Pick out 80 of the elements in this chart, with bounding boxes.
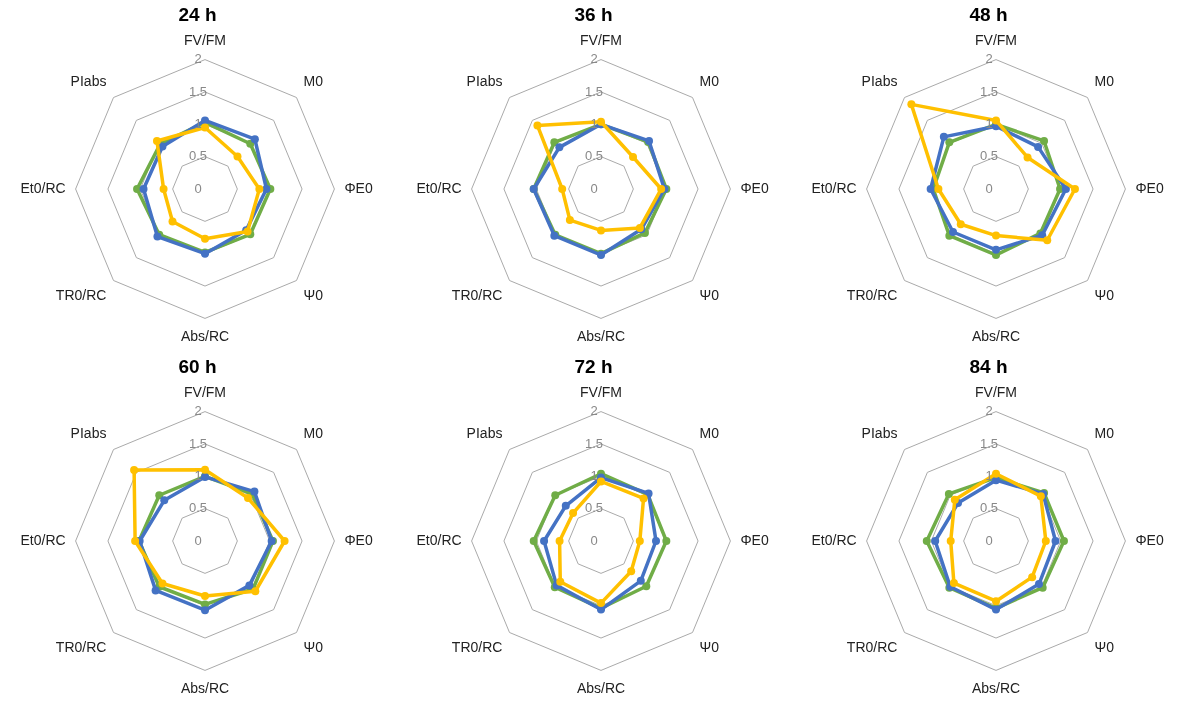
y-tick-label: 1 <box>589 115 598 131</box>
spoke-label: M0 <box>1094 72 1115 89</box>
spoke-label: Ψ0 <box>699 638 719 655</box>
spoke-label: ΦE0 <box>739 531 769 548</box>
spoke-label: Abs/RC <box>576 327 625 344</box>
spoke-label: FV/FM <box>579 384 622 401</box>
spoke-label: ΦE0 <box>1135 531 1164 548</box>
spoke-label: Ψ0 <box>303 638 324 655</box>
spoke-label: FV/FM <box>184 32 227 49</box>
spoke-label: PIabs <box>861 72 898 89</box>
spoke-label: PIabs <box>70 72 107 89</box>
y-tick-label: 1.5 <box>979 435 998 451</box>
spoke-label: M0 <box>699 72 719 89</box>
y-tick-label: 0.5 <box>584 148 603 164</box>
y-tick-label: 2 <box>589 403 598 419</box>
y-tick-label: 2 <box>194 51 202 67</box>
spoke-label: Et0/RC <box>20 531 66 548</box>
spoke-label: PIabs <box>466 424 502 441</box>
chart-title: 48 h <box>969 3 1008 25</box>
spoke-label: TR0/RC <box>846 638 898 655</box>
spoke-label: FV/FM <box>974 32 1017 49</box>
spoke-label: Abs/RC <box>971 327 1020 344</box>
spoke-label: FV/FM <box>974 384 1017 401</box>
chart-title: 84 h <box>969 355 1008 377</box>
chart-title: 36 h <box>573 3 613 25</box>
y-tick-label: 2 <box>194 403 202 419</box>
spoke-label: TR0/RC <box>56 286 107 303</box>
spoke-label: Et0/RC <box>415 179 462 196</box>
spoke-label: Et0/RC <box>811 179 857 196</box>
y-tick-label: 0 <box>589 532 598 548</box>
chart-title: 72 h <box>573 355 613 377</box>
y-tick-label: 2 <box>985 403 993 419</box>
y-tick-label: 0.5 <box>189 148 208 164</box>
spoke-label: M0 <box>303 72 324 89</box>
spoke-label: ΦE0 <box>1135 179 1164 196</box>
chart-title: 60 h <box>178 355 217 377</box>
spoke-label: TR0/RC <box>451 286 502 303</box>
spoke-label: TR0/RC <box>56 638 107 655</box>
y-tick-label: 2 <box>985 51 993 67</box>
spoke-label: M0 <box>699 424 719 441</box>
spoke-label: TR0/RC <box>846 286 898 303</box>
spoke-label: Ψ0 <box>1094 286 1115 303</box>
spoke-label: Abs/RC <box>181 327 230 344</box>
spoke-label: FV/FM <box>184 384 227 401</box>
y-tick-label: 0 <box>589 180 598 196</box>
spoke-label: ΦE0 <box>739 179 769 196</box>
spoke-label: Abs/RC <box>576 679 625 696</box>
y-tick-label: 1.5 <box>189 83 208 99</box>
spoke-label: Abs/RC <box>971 679 1020 696</box>
spoke-label: TR0/RC <box>451 638 502 655</box>
spoke-label: Ψ0 <box>303 286 324 303</box>
spoke-label: Abs/RC <box>181 679 230 696</box>
y-tick-label: 0 <box>985 532 993 548</box>
spoke-label: Ψ0 <box>699 286 719 303</box>
spoke-label: M0 <box>303 424 324 441</box>
spoke-label: M0 <box>1094 424 1115 441</box>
y-tick-label: 1.5 <box>979 83 998 99</box>
y-tick-label: 1.5 <box>189 435 208 451</box>
y-tick-label: 1.5 <box>584 83 603 99</box>
y-tick-label: 2 <box>589 51 598 67</box>
y-tick-label: 1 <box>589 467 598 483</box>
y-tick-label: 0.5 <box>979 500 998 516</box>
spoke-label: ΦE0 <box>344 179 374 196</box>
spoke-label: Ψ0 <box>1094 638 1115 655</box>
spoke-label: Et0/RC <box>415 531 462 548</box>
y-tick-label: 0.5 <box>979 148 998 164</box>
spoke-label: PIabs <box>70 424 107 441</box>
y-tick-label: 0.5 <box>189 500 208 516</box>
y-tick-label: 1.5 <box>584 435 603 451</box>
spoke-label: FV/FM <box>579 32 622 49</box>
y-tick-label: 0 <box>985 180 993 196</box>
y-tick-label: 0.5 <box>584 500 603 516</box>
chart-title: 24 h <box>178 3 217 25</box>
spoke-label: ΦE0 <box>344 531 374 548</box>
spoke-label: PIabs <box>466 72 502 89</box>
y-tick-label: 0 <box>194 532 202 548</box>
spoke-label: PIabs <box>861 424 898 441</box>
spoke-label: Et0/RC <box>811 531 857 548</box>
y-tick-label: 0 <box>194 180 202 196</box>
spoke-label: Et0/RC <box>20 179 66 196</box>
